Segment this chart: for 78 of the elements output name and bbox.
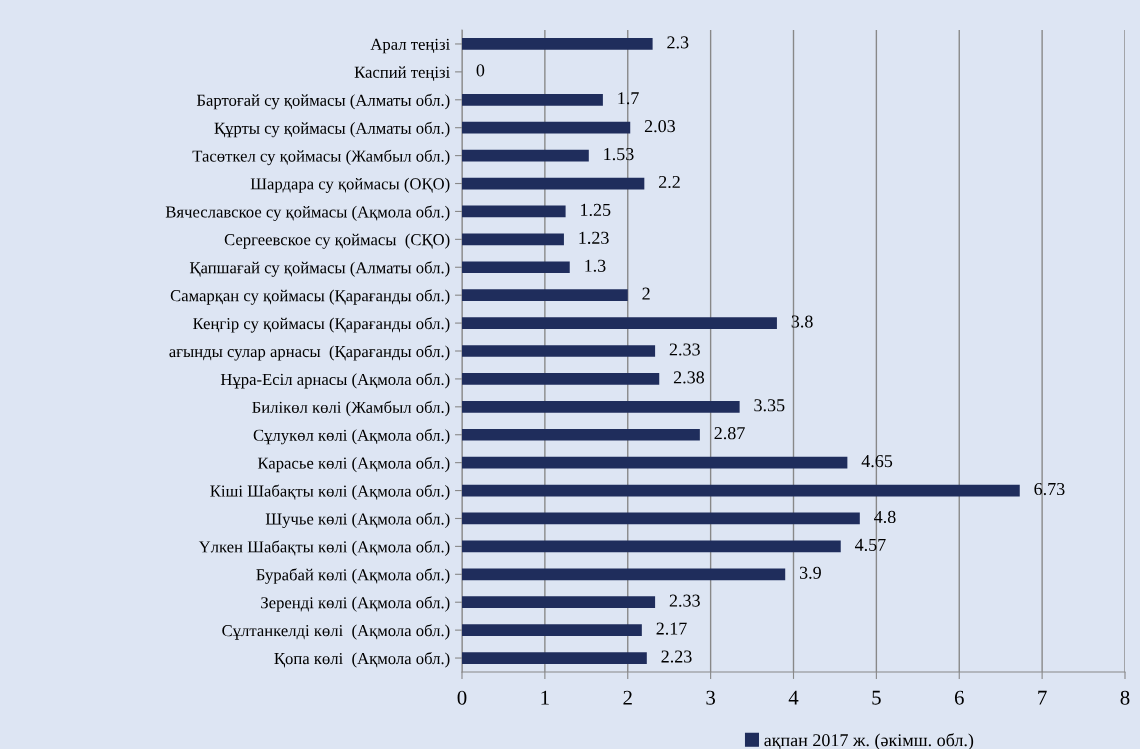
- bar: [462, 317, 777, 329]
- data-label: 2.33: [669, 594, 700, 607]
- bar: [462, 568, 786, 581]
- data-label: 3.9: [799, 566, 821, 579]
- bar: [462, 596, 656, 609]
- x-tick-label: 1: [541, 690, 549, 705]
- data-label: 1.7: [618, 92, 639, 105]
- x-tick-label: 2: [623, 690, 632, 705]
- y-tick-label: Құрты су қоймасы (Алматы обл.): [214, 121, 450, 138]
- bar: [462, 373, 660, 385]
- y-tick-label: Вячеславское су қоймасы (Ақмола обл.): [165, 205, 450, 221]
- x-tick-label: 0: [457, 690, 467, 705]
- y-tick-label: Нұра-Есіл арнасы (Ақмола обл.): [220, 372, 450, 389]
- data-label: 2.3: [667, 36, 689, 49]
- y-tick-label: Үлкен Шабақты көлі (Ақмола обл.): [198, 540, 450, 556]
- bar: [462, 261, 570, 274]
- legend-label: ақпан 2017 ж. (әкімш. обл.): [764, 733, 974, 749]
- y-tick-label: Зеренді көлі (Ақмола обл.): [261, 596, 450, 612]
- y-tick-label: Кіші Шабақты көлі (Ақмола обл.): [210, 484, 450, 501]
- data-label: 2.23: [661, 650, 692, 663]
- data-label: 2: [642, 287, 650, 300]
- y-tick-label: Билікөл көлі (Жамбыл обл.): [252, 400, 450, 417]
- x-tick-label: 8: [1120, 690, 1130, 705]
- y-tick-label: Қопа көлі (Ақмола обл.): [274, 652, 450, 668]
- data-label: 2.17: [656, 622, 687, 635]
- data-label: 0: [476, 64, 485, 77]
- x-tick-label: 7: [1038, 690, 1047, 705]
- bar: [462, 289, 628, 302]
- data-label: 1.53: [604, 147, 634, 161]
- bar: [462, 652, 647, 664]
- x-tick-label: 4: [788, 690, 799, 705]
- x-tick-label: 5: [872, 690, 881, 705]
- y-tick-label: Сергеевское су қоймасы (СҚО): [224, 233, 450, 249]
- y-tick-label: Бартоғай су қоймасы (Алматы обл.): [196, 93, 450, 110]
- bar: [462, 400, 740, 413]
- bar: [462, 345, 656, 357]
- bar: [462, 540, 841, 553]
- data-label: 2.33: [669, 343, 700, 356]
- bar: [462, 93, 603, 106]
- data-label: 2.2: [659, 175, 680, 189]
- data-label: 4.8: [874, 510, 896, 524]
- y-tick-label: Шучье көлі (Ақмола обл.): [265, 512, 450, 529]
- bar: [462, 205, 566, 218]
- x-tick-label: 3: [706, 690, 716, 705]
- data-label: 3.35: [754, 399, 785, 412]
- y-tick-label: Арал теңізі: [370, 38, 450, 54]
- y-tick-label: Шардара су қоймасы (ОҚО): [250, 177, 450, 193]
- data-label: 4.65: [861, 455, 893, 468]
- bar: [462, 624, 642, 636]
- bar: [462, 121, 631, 134]
- bar: [462, 456, 848, 469]
- bar: [462, 484, 1020, 497]
- data-label: 2.87: [714, 427, 745, 440]
- y-tick-label: Тасөткел су қоймасы (Жамбыл обл.): [192, 149, 450, 166]
- x-tick-label: 6: [954, 690, 964, 705]
- bar: [462, 149, 589, 162]
- data-label: 2.03: [644, 120, 676, 133]
- y-tick-label: Самарқан су қоймасы (Қарағанды обл.): [170, 289, 450, 305]
- bar: [462, 38, 653, 50]
- bar: [462, 177, 645, 190]
- y-tick-label: ағынды сулар арнасы (Қарағанды обл.): [169, 345, 450, 361]
- bar: [462, 512, 860, 525]
- y-tick-label: Сұлтанкелді көлі (Ақмола обл.): [222, 624, 450, 640]
- y-tick-label: Каспий теңізі: [354, 66, 450, 81]
- data-label: 1.23: [579, 231, 609, 244]
- data-label: 1.3: [585, 259, 606, 272]
- y-tick-label: Сұлукөл көлі (Ақмола обл.): [253, 428, 450, 445]
- data-label: 1.25: [581, 203, 611, 217]
- y-tick-label: Карасье көлі (Ақмола обл.): [257, 456, 450, 473]
- bar: [462, 428, 700, 441]
- y-tick-label: Қапшағай су қоймасы (Алматы обл.): [189, 261, 450, 277]
- data-label: 6.73: [1034, 482, 1065, 496]
- y-tick-label: Кеңгір су қоймасы (Қарағанды обл.): [193, 317, 450, 333]
- data-label: 4.57: [854, 538, 886, 551]
- data-label: 3.8: [791, 315, 813, 328]
- y-tick-label: Бурабай көлі (Ақмола обл.): [256, 568, 450, 584]
- bar: [462, 233, 564, 246]
- data-label: 2.38: [673, 371, 705, 384]
